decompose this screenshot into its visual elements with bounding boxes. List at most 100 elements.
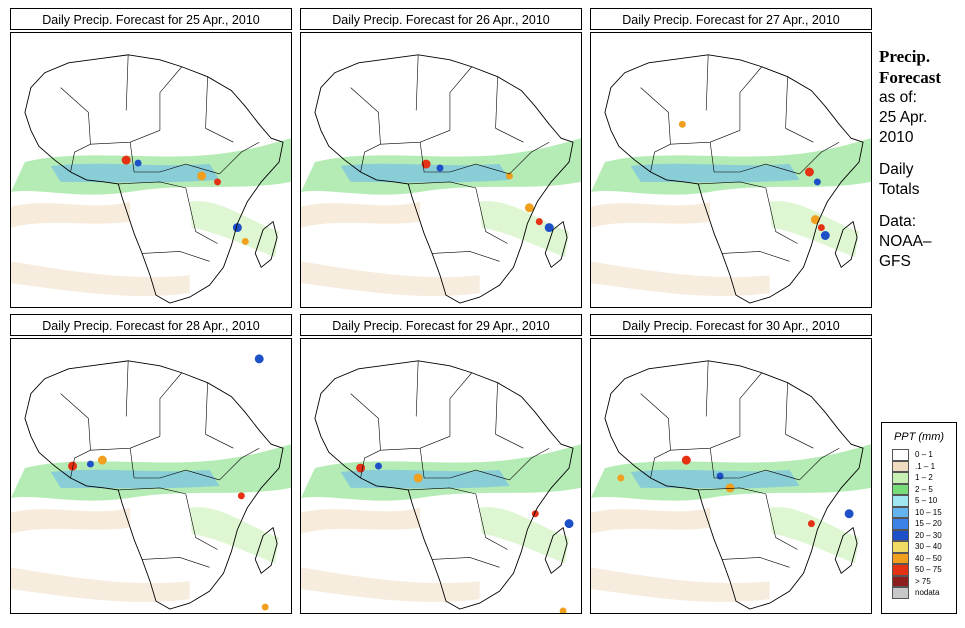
country-border (185, 187, 218, 244)
madagascar-outline (834, 526, 858, 575)
precip-band (630, 163, 800, 183)
country-border (698, 181, 766, 189)
legend-label: .1 – 1 (915, 461, 936, 471)
as-of-date: 25 Apr. (879, 109, 928, 126)
precip-hotspot (813, 178, 821, 186)
country-border (475, 493, 508, 550)
country-border (159, 66, 183, 131)
legend-label: 0 – 1 (915, 450, 933, 459)
precip-hotspot (817, 224, 825, 232)
precip-hotspot (374, 462, 382, 470)
precip-hotspot (356, 463, 366, 473)
country-border (419, 142, 450, 173)
precip-hotspot (617, 474, 625, 482)
legend-item: 15 – 20 (882, 518, 956, 530)
precip-map (300, 338, 582, 614)
legend-swatch (892, 506, 909, 518)
precip-hotspot (86, 460, 94, 468)
legend-item: 50 – 75 (882, 564, 956, 576)
precip-band (591, 507, 711, 534)
precip-hotspot (559, 607, 567, 613)
country-border (360, 143, 381, 173)
legend-swatch (892, 564, 909, 576)
country-border (419, 448, 450, 479)
country-border (799, 141, 840, 175)
precip-band (479, 201, 570, 258)
legend-label: 15 – 20 (915, 519, 942, 528)
precip-map (10, 338, 292, 614)
precip-map (590, 32, 872, 308)
country-border (90, 130, 161, 145)
country-border (785, 382, 788, 435)
africa-map (11, 54, 291, 304)
panel-title: Daily Precip. Forecast for 30 Apr., 2010 (590, 314, 872, 336)
precip-hotspot (807, 520, 815, 528)
as-of-label: as of: (879, 89, 917, 106)
madagascar-outline (544, 526, 568, 575)
legend-swatch (892, 472, 909, 484)
country-border (698, 487, 766, 495)
precip-hotspot (506, 172, 513, 180)
forecast-panel-26-apr: Daily Precip. Forecast for 26 Apr., 2010 (300, 8, 584, 308)
panel-title: Daily Precip. Forecast for 29 Apr., 2010 (300, 314, 582, 336)
precip-band (11, 201, 131, 228)
legend-item: > 75 (882, 575, 956, 587)
precip-band (11, 567, 190, 603)
precip-band (340, 469, 510, 489)
africa-map (301, 54, 581, 304)
legend-item: 2 – 5 (882, 483, 956, 495)
sidebar-heading: Forecast (879, 68, 941, 87)
country-border (449, 163, 510, 175)
country-border (705, 360, 709, 417)
country-border (449, 66, 473, 131)
legend-rows: 0 – 1 .1 – 1 1 – 2 2 – 5 5 – 10 10 – 15 15 – 2… (882, 449, 956, 599)
precip-hotspot (810, 215, 820, 225)
legend-item: 20 – 30 (882, 529, 956, 541)
totals-label: Totals (879, 181, 920, 198)
country-border (129, 142, 160, 173)
country-border (408, 487, 476, 495)
country-border (70, 143, 91, 173)
country-border (509, 447, 550, 481)
precip-band (769, 507, 860, 564)
country-border (495, 128, 524, 143)
country-border (650, 143, 671, 173)
country-border (670, 130, 741, 145)
precip-hotspot (681, 455, 691, 465)
precip-hotspot (436, 164, 444, 172)
precip-band (769, 201, 860, 258)
country-border (739, 66, 763, 131)
precip-hotspot (678, 120, 686, 128)
country-border (219, 141, 260, 175)
legend-swatch (892, 552, 909, 564)
country-border (739, 469, 800, 481)
legend-label: 1 – 2 (915, 473, 933, 482)
country-border (722, 557, 790, 568)
legend-swatch (892, 587, 909, 599)
precip-hotspot (121, 155, 131, 165)
legend-item: 30 – 40 (882, 541, 956, 553)
country-border (432, 557, 500, 568)
legend-item: 10 – 15 (882, 506, 956, 518)
country-border (380, 130, 451, 145)
daily-label: Daily (879, 161, 914, 178)
country-border (765, 493, 798, 550)
precip-band (591, 201, 711, 228)
legend-swatch (892, 529, 909, 541)
legend-label: 30 – 40 (915, 542, 942, 551)
country-border (205, 382, 208, 435)
country-border (159, 469, 220, 481)
country-border (509, 141, 550, 175)
country-border (380, 436, 451, 451)
precip-hotspot (261, 603, 269, 611)
precip-hotspot (254, 354, 264, 364)
panel-title: Daily Precip. Forecast for 25 Apr., 2010 (10, 8, 292, 30)
africa-map (591, 360, 871, 610)
legend-item: .1 – 1 (882, 460, 956, 472)
legend-swatch (892, 483, 909, 495)
legend-label: 20 – 30 (915, 530, 942, 540)
country-border (475, 187, 508, 244)
sidebar-heading: Precip. (879, 47, 931, 66)
precip-hotspot (68, 461, 78, 471)
country-border (709, 448, 740, 479)
